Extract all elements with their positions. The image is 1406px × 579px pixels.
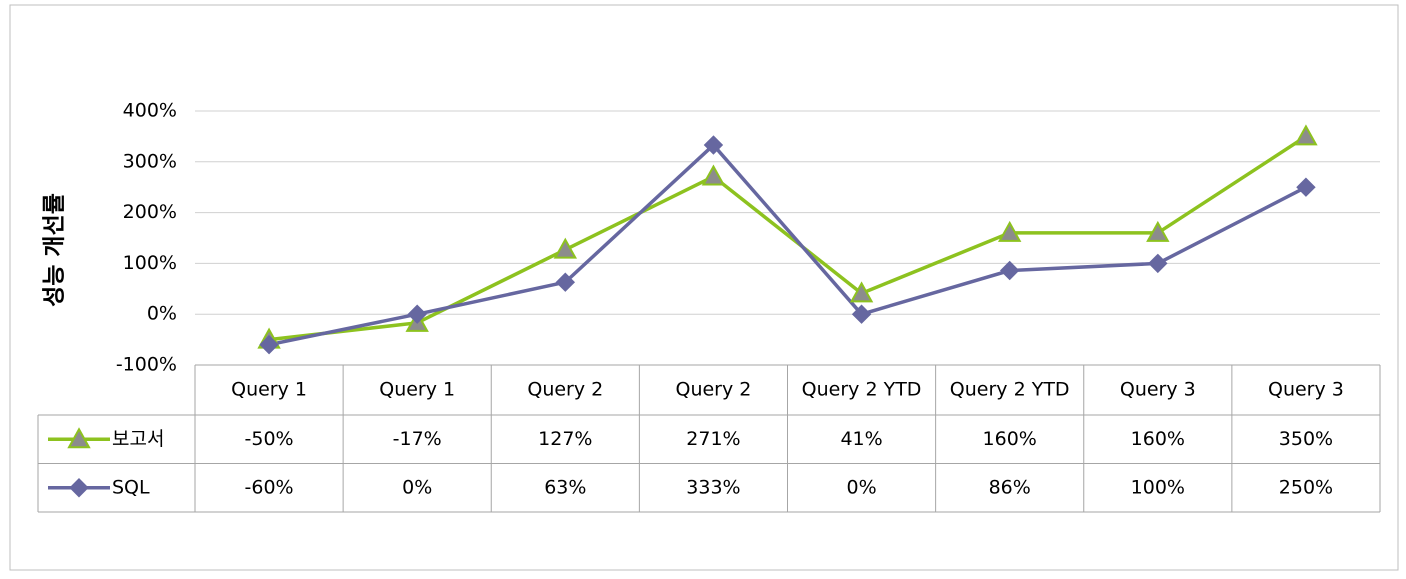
y-tick-label: 200% [123, 201, 177, 223]
point [553, 237, 578, 259]
point [701, 164, 726, 186]
table-value: 333% [686, 476, 740, 498]
table-value: 0% [402, 476, 432, 498]
x-tick-label: Query 1 [379, 379, 455, 401]
legend-marker [69, 478, 89, 498]
x-tick-label: Query 2 [676, 379, 752, 401]
table-value: 127% [538, 428, 592, 450]
point [999, 260, 1020, 281]
table-value: 160% [983, 428, 1037, 450]
point [849, 281, 874, 303]
table-value: 100% [1131, 476, 1185, 498]
point [703, 135, 724, 155]
point [1146, 220, 1170, 242]
chart-border [9, 4, 1399, 571]
legend-marker [67, 427, 91, 449]
x-tick-label: Query 3 [1120, 379, 1196, 401]
table-value: -50% [245, 428, 294, 450]
x-tick-label: Query 3 [1268, 379, 1344, 401]
point [259, 334, 279, 355]
y-tick-label: 100% [123, 252, 177, 274]
y-tick-label: -100% [116, 354, 177, 376]
series-line [268, 142, 1307, 347]
table-value: 160% [1131, 428, 1185, 450]
legend-label: SQL [112, 476, 150, 498]
point [997, 220, 1022, 242]
table-value: 0% [846, 476, 876, 498]
table-value: 63% [544, 476, 586, 498]
point [555, 272, 576, 292]
x-tick-label: Query 1 [231, 379, 307, 401]
point [407, 304, 427, 324]
y-tick-label: 300% [123, 150, 177, 172]
table-value: 271% [686, 428, 740, 450]
x-tick-label: Query 2 YTD [950, 379, 1070, 401]
table-value: 350% [1279, 428, 1333, 450]
x-tick-label: Query 2 YTD [802, 379, 922, 401]
point [1296, 177, 1316, 197]
table-value: 41% [840, 428, 882, 450]
point [851, 304, 872, 324]
table-value: -17% [393, 428, 442, 450]
legend-label: 보고서 [112, 428, 164, 450]
y-tick-label: 0% [147, 303, 177, 325]
table-value: 250% [1279, 476, 1333, 498]
y-tick-label: 400% [123, 100, 177, 122]
x-tick-label: Query 2 [527, 379, 603, 401]
table-value: -60% [245, 476, 294, 498]
table-value: 86% [989, 476, 1031, 498]
point [1294, 124, 1318, 146]
point [1148, 253, 1168, 274]
y-axis-label: 성능 개선률 [42, 193, 68, 307]
